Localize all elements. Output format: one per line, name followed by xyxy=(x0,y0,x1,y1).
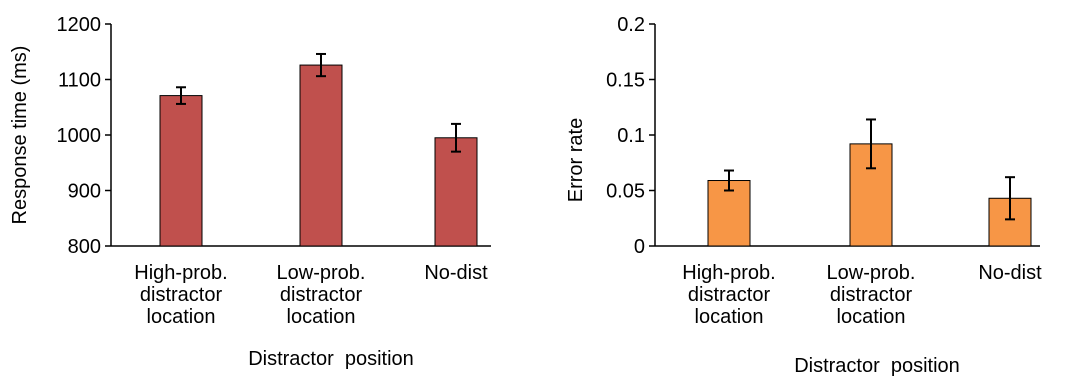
x-tick-label: High-prob. distractor location xyxy=(682,262,775,328)
x-tick-label: Low-prob. distractor location xyxy=(827,262,916,328)
y-tick-label: 0.15 xyxy=(606,70,645,92)
response-time-chart: 800 900 1000 1100 1200 High-prob. distractor lo… xyxy=(9,14,491,370)
y-tick-label: 800 xyxy=(68,236,101,258)
bar xyxy=(434,137,478,247)
y-tick-label: 0.05 xyxy=(606,181,645,203)
x-axis-label: Distractor position xyxy=(248,348,414,370)
y-tick-label: 1100 xyxy=(58,70,101,92)
y-tick-label: 900 xyxy=(68,181,101,203)
x-tick-label: High-prob. distractor location xyxy=(134,262,227,328)
x-axis-label: Distractor position xyxy=(794,355,960,377)
x-tick-label: No-dist xyxy=(978,262,1042,284)
error-rate-chart: 0 0.05 0.1 0.15 0.2 High-prob. distractor locat… xyxy=(565,14,1042,377)
bar xyxy=(159,95,203,247)
bar xyxy=(299,64,343,247)
y-tick-label: 0 xyxy=(634,236,645,258)
y-tick-label: 1200 xyxy=(57,14,102,36)
y-axis-label: Response time (ms) xyxy=(9,46,31,225)
x-tick-label: No-dist xyxy=(424,262,488,284)
y-tick-label: 1000 xyxy=(57,125,102,147)
y-tick-label: 0.1 xyxy=(617,125,645,147)
x-tick-label: Low-prob. distractor location xyxy=(277,262,366,328)
y-tick-label: 0.2 xyxy=(617,14,645,36)
y-axis-label: Error rate xyxy=(565,118,587,202)
